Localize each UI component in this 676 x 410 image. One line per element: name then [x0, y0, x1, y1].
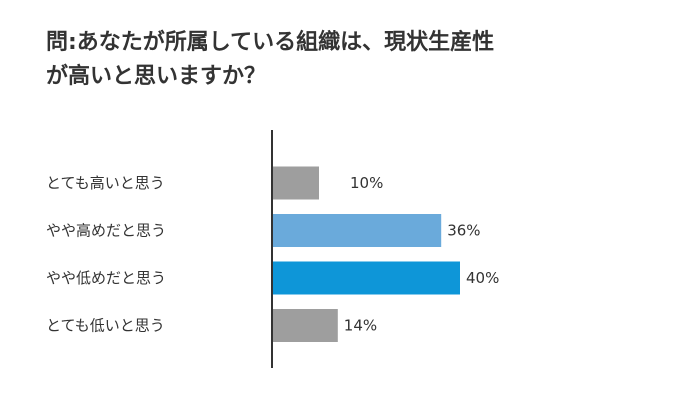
category-label-1: とても高いと思う	[46, 174, 165, 192]
category-label-3: やや低めだと思う	[46, 269, 166, 287]
value-label-2: 36%	[447, 222, 480, 240]
chart-title-line1: 問:あなたが所属している組織は、現状生産性	[46, 30, 495, 55]
bar-1	[272, 166, 319, 200]
chart-title: 問:あなたが所属している組織は、現状生産性 が高いと思いますか？	[46, 26, 646, 94]
value-label-4: 14%	[344, 317, 377, 335]
chart-title-line2: が高いと思いますか？	[46, 64, 267, 89]
bar-3	[272, 261, 460, 295]
bar-2	[272, 214, 442, 247]
bars-layer: とても高いと思う 10% やや高めだと思う 36% やや低めだと思う 40% とても低いと思…	[46, 166, 499, 342]
category-label-2: やや高めだと思う	[46, 222, 166, 240]
category-label-4: とても低いと思う	[46, 317, 165, 335]
value-label-3: 40%	[466, 269, 499, 287]
value-label-1: 10%	[350, 174, 383, 192]
bar-4	[272, 309, 338, 342]
